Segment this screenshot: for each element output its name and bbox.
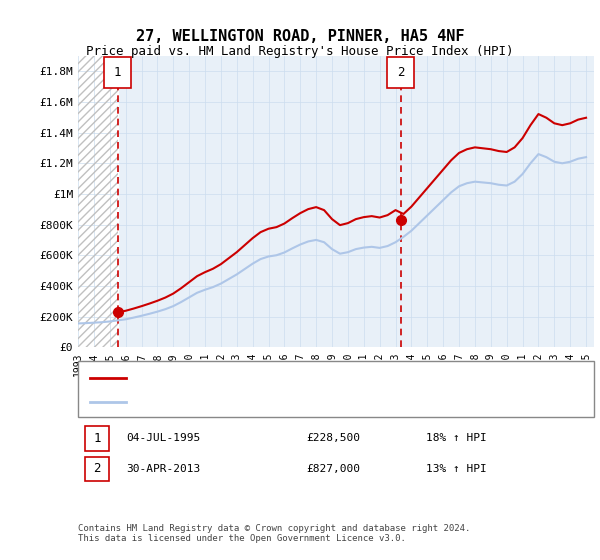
Text: HPI: Average price, detached house, Harrow: HPI: Average price, detached house, Harr… xyxy=(138,396,421,407)
Text: Price paid vs. HM Land Registry's House Price Index (HPI): Price paid vs. HM Land Registry's House … xyxy=(86,45,514,58)
Text: 1: 1 xyxy=(114,66,121,80)
Text: 2: 2 xyxy=(94,463,101,475)
Text: 13% ↑ HPI: 13% ↑ HPI xyxy=(426,464,487,474)
Text: £827,000: £827,000 xyxy=(306,464,360,474)
Text: 30-APR-2013: 30-APR-2013 xyxy=(126,464,200,474)
Text: 2: 2 xyxy=(397,66,404,80)
Text: 1: 1 xyxy=(94,432,101,445)
Text: 18% ↑ HPI: 18% ↑ HPI xyxy=(426,433,487,443)
Bar xyxy=(78,56,118,347)
Text: 27, WELLINGTON ROAD, PINNER, HA5 4NF: 27, WELLINGTON ROAD, PINNER, HA5 4NF xyxy=(136,29,464,44)
Text: 04-JUL-1995: 04-JUL-1995 xyxy=(126,433,200,443)
Bar xyxy=(78,56,118,347)
Text: 27, WELLINGTON ROAD, PINNER, HA5 4NF (detached house): 27, WELLINGTON ROAD, PINNER, HA5 4NF (de… xyxy=(138,373,496,383)
Text: £228,500: £228,500 xyxy=(306,433,360,443)
Text: Contains HM Land Registry data © Crown copyright and database right 2024.
This d: Contains HM Land Registry data © Crown c… xyxy=(78,524,470,543)
